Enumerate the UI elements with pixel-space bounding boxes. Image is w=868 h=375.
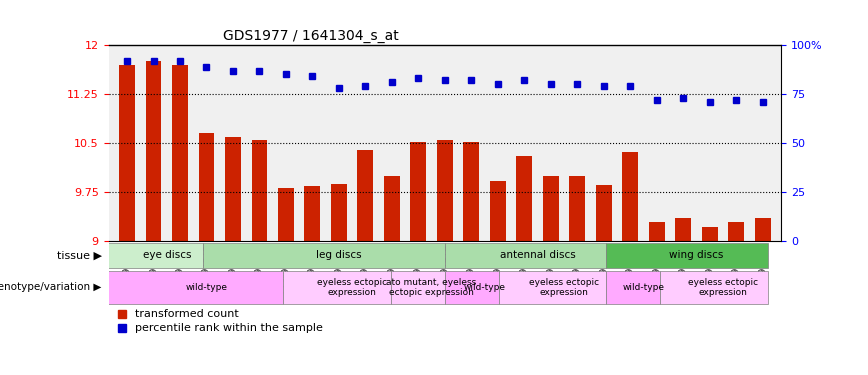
FancyBboxPatch shape [95, 271, 284, 304]
Text: eyeless ectopic
expression: eyeless ectopic expression [317, 278, 387, 297]
Bar [199, 133, 214, 241]
Text: GDS1977 / 1641304_s_at: GDS1977 / 1641304_s_at [223, 28, 398, 43]
Bar [701, 227, 718, 241]
Text: antennal discs: antennal discs [500, 250, 575, 260]
Bar [728, 222, 744, 241]
FancyBboxPatch shape [498, 271, 606, 304]
Text: ato mutant, eyeless
ectopic expression: ato mutant, eyeless ectopic expression [386, 278, 477, 297]
Bar [411, 142, 426, 241]
Text: tissue ▶: tissue ▶ [56, 250, 102, 260]
Bar [305, 186, 320, 241]
Bar [437, 140, 453, 241]
FancyBboxPatch shape [284, 271, 391, 304]
Bar [146, 62, 161, 241]
Text: transformed count: transformed count [135, 309, 240, 319]
Bar [754, 218, 771, 241]
FancyBboxPatch shape [445, 271, 498, 304]
Text: leg discs: leg discs [316, 250, 362, 260]
Bar [278, 188, 294, 241]
FancyBboxPatch shape [606, 243, 767, 268]
Text: eyeless ectopic
expression: eyeless ectopic expression [687, 278, 758, 297]
Bar [516, 156, 532, 241]
Bar [490, 181, 506, 241]
Text: wild-type: wild-type [186, 283, 227, 292]
Bar [225, 136, 241, 241]
Bar [569, 176, 585, 241]
Bar [542, 176, 559, 241]
Text: eyeless ectopic
expression: eyeless ectopic expression [529, 278, 599, 297]
Text: wild-type: wild-type [464, 283, 505, 292]
FancyBboxPatch shape [391, 271, 445, 304]
Text: genotype/variation ▶: genotype/variation ▶ [0, 282, 102, 292]
FancyBboxPatch shape [202, 243, 445, 268]
Text: wild-type: wild-type [622, 283, 665, 292]
Bar [252, 140, 267, 241]
Text: eye discs: eye discs [142, 250, 191, 260]
Bar [384, 176, 400, 241]
FancyBboxPatch shape [95, 243, 202, 268]
Bar [464, 142, 479, 241]
Bar [595, 185, 612, 241]
FancyBboxPatch shape [445, 243, 606, 268]
Text: wing discs: wing discs [669, 250, 724, 260]
Bar [675, 218, 691, 241]
Text: percentile rank within the sample: percentile rank within the sample [135, 323, 323, 333]
Bar [648, 222, 665, 241]
Bar [172, 64, 188, 241]
Bar [331, 184, 347, 241]
Bar [119, 64, 135, 241]
FancyBboxPatch shape [661, 271, 767, 304]
Bar [622, 152, 638, 241]
FancyBboxPatch shape [606, 271, 661, 304]
Bar [358, 150, 373, 241]
